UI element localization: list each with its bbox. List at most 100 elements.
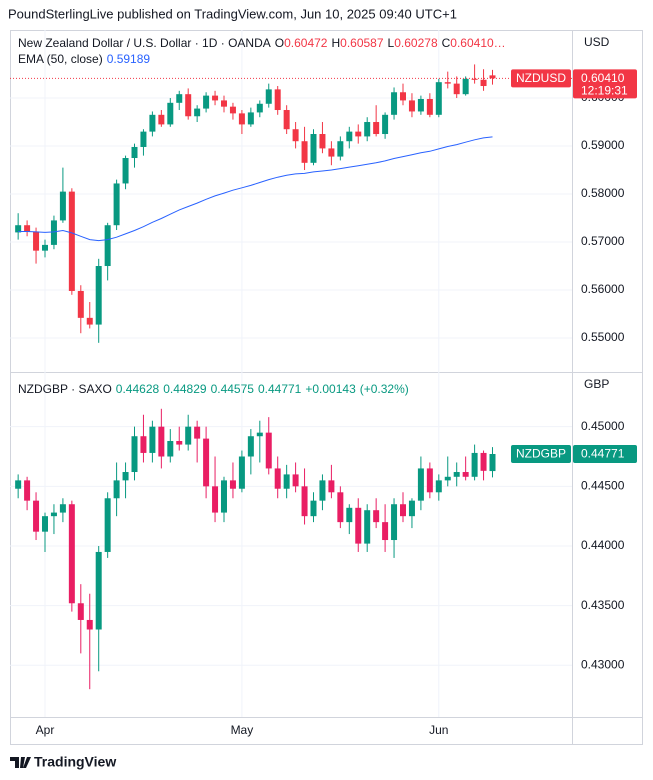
candle-body [212,486,219,513]
candle-body [33,500,40,532]
legend-value: 0.60410… [450,36,506,50]
legend-value: 0.44575 [210,382,254,396]
candle-body [50,220,57,245]
candle-body [131,146,138,159]
y-tick-label: 0.43500 [581,598,625,612]
candle-body [355,507,362,544]
legend-row: EMA (50, close) 0.59189 [18,51,510,67]
candle-body [131,436,138,473]
legend-value: (+0.32%) [359,382,409,396]
candle-body [480,79,487,87]
candle-body [203,95,210,109]
price-tag [573,445,637,464]
legend-value: 0.60587 [340,36,384,50]
candle-body [382,114,389,135]
candle-body [149,114,156,132]
candle-body [15,225,22,233]
y-tick-label: 0.43000 [581,657,625,671]
candle-body [319,134,326,149]
legend-item: 0.44771 [258,382,301,396]
candle-body [462,78,469,95]
y-tick-label: 0.59000 [581,138,625,152]
candle-body [337,141,344,157]
candle-body [42,516,48,532]
candle-body [247,112,254,125]
chart-frame [10,30,643,745]
candle-body [24,225,31,232]
legend-value: 0.44771 [257,382,302,396]
candle-body [113,183,120,226]
candle-body [68,504,75,604]
candle-body [382,522,389,541]
ema-line [18,136,493,242]
candle-body [203,438,210,487]
candle-body [346,507,353,523]
candle-body [283,110,290,130]
y-tick-label: 0.44500 [581,479,625,493]
candle-body [417,468,424,501]
candle-body [176,440,183,445]
legend-value: 0.44829 [163,382,207,396]
candle-body [140,436,147,453]
candle-body [346,131,353,142]
legend-prefix: L [387,36,395,50]
candle-body [158,426,165,457]
candle-body [140,131,147,147]
candle-body [42,244,48,251]
candle-body [444,476,451,481]
candle-body [462,472,469,477]
candle-body [301,141,308,163]
logo [10,757,31,768]
candle-body [59,504,66,513]
y-tick-label: 0.45000 [581,419,625,433]
candle-body [426,98,433,115]
candle-body [373,122,380,135]
candles [15,64,496,343]
candle-body [194,426,201,439]
legend-prefix: H [331,36,341,50]
candle-body [68,191,75,291]
candle-body [167,440,174,457]
candle-body [400,504,406,517]
candle-body [77,290,84,318]
countdown: 12:19:31 [581,84,628,98]
candle-body [453,83,460,95]
candle-body [435,82,442,115]
legend: NZDGBP · SAXO 0.44628 0.44829 0.44575 0.4477… [18,381,413,397]
legend-value: +0.00143 [305,382,356,396]
candle-body [256,432,263,437]
legend-value: 0.60472 [284,36,328,50]
legend-item: C0.60410… [442,36,506,50]
legend-prefix: O [274,36,285,50]
legend-item: 0.44829 [163,382,206,396]
candle-body [256,103,263,113]
legend-row: New Zealand Dollar / U.S. Dollar · 1D · … [18,35,510,51]
candle-body [185,94,192,117]
candle-body [176,94,183,103]
candle-body [95,551,102,630]
candle-body [364,510,371,544]
candle-body [212,95,219,101]
price-tag [573,69,637,99]
candle-body [310,134,317,163]
candle-body [86,317,93,325]
candle-body [319,480,326,501]
candle-body [489,454,496,472]
candle-body [426,468,433,493]
candle-body [480,452,487,471]
candle-body [221,100,227,107]
candle-body [328,480,335,493]
candle-body [337,492,344,523]
candle-body [95,266,102,325]
candle-body [50,512,57,517]
legend-title: New Zealand Dollar / U.S. Dollar · 1D · … [18,36,271,50]
candle-body [122,472,129,481]
candle-body [355,131,362,137]
header: PoundSterlingLive published on TradingVi… [8,6,457,21]
y-tick-label: 0.58000 [581,186,625,200]
candle-body [471,78,478,80]
currency-label: USD [584,35,610,49]
legend-title: NZDGBP · SAXO [18,382,112,396]
legend-prefix: C [441,36,451,50]
